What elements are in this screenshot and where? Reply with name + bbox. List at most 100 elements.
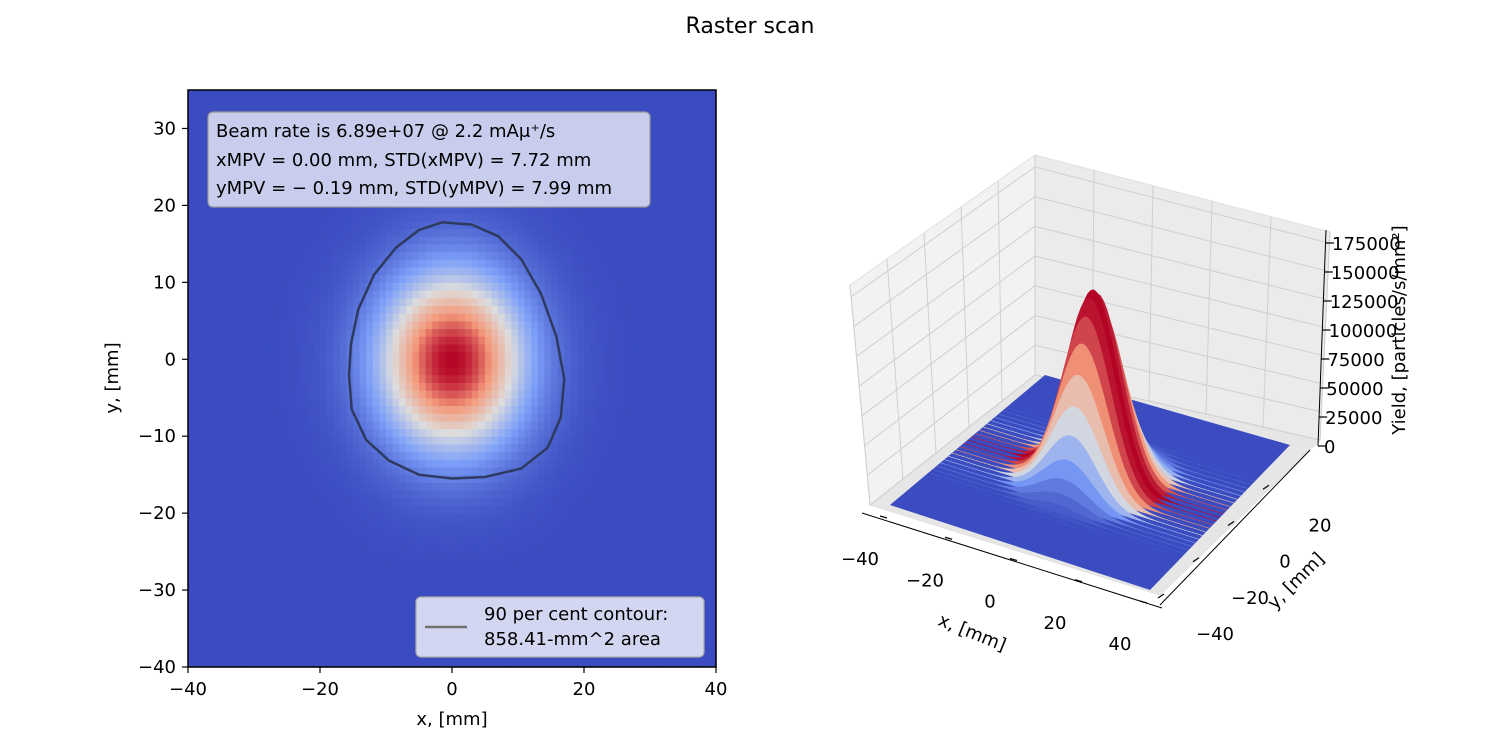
heatmap-cell [405, 336, 413, 345]
heatmap-cell [425, 366, 433, 376]
heatmap-cell [313, 290, 321, 299]
heatmap-cell [300, 497, 308, 507]
heatmap-cell [524, 320, 532, 330]
heatmap-cell [194, 328, 202, 337]
heatmap-cell [531, 451, 539, 460]
heatmap-cell [478, 305, 486, 314]
heatmap-cell [313, 405, 321, 414]
heatmap-cell [240, 474, 248, 483]
heatmap-cell [518, 336, 526, 345]
heatmap-cell [504, 536, 512, 545]
heatmap-cell [590, 336, 598, 345]
heatmap-cell [313, 651, 321, 660]
heatmap-cell [577, 290, 585, 299]
heatmap-cell [702, 513, 710, 522]
heatmap-cell [504, 482, 512, 491]
heatmap-cell [207, 620, 215, 630]
heatmap-cell [379, 205, 387, 214]
heatmap-cell [234, 559, 242, 568]
heatmap-cell [531, 390, 539, 399]
heatmap-cell [234, 228, 242, 237]
heatmap-cell [610, 428, 618, 437]
heatmap-cell [313, 605, 321, 614]
heatmap-cell [683, 436, 691, 445]
heatmap-cell [346, 536, 354, 545]
heatmap-cell [452, 582, 460, 591]
heatmap-cell [702, 536, 710, 545]
heatmap-cell [194, 597, 202, 607]
heatmap-cell [346, 482, 354, 491]
heatmap-cell [346, 590, 354, 599]
heatmap-cell [643, 228, 651, 237]
heatmap-cell [524, 213, 532, 222]
heatmap-cell [471, 343, 479, 353]
heatmap-cell [207, 397, 215, 407]
heatmap-cell [458, 659, 466, 668]
heatmap-cell [663, 513, 671, 522]
heatmap-cell [326, 605, 334, 614]
heatmap-cell [438, 543, 446, 553]
heatmap-cell [273, 213, 281, 222]
heatmap-cell [577, 328, 585, 337]
heatmap-cell [359, 290, 367, 299]
heatmap-cell [557, 582, 565, 591]
heatmap-cell [280, 243, 288, 253]
heatmap-cell [531, 405, 539, 414]
heatmap-cell [709, 543, 717, 553]
heatmap-cell [273, 651, 281, 660]
heatmap-cell [247, 382, 255, 391]
heatmap-cell [214, 274, 222, 283]
heatmap-cell [320, 259, 328, 268]
heatmap-cell [300, 428, 308, 437]
heatmap-cell [577, 520, 585, 530]
heatmap-cell [584, 420, 592, 430]
heatmap-cell [617, 482, 625, 491]
heatmap-cell [240, 651, 248, 660]
heatmap-cell [696, 505, 704, 514]
heatmap-cell [696, 543, 704, 553]
heatmap-cell [702, 382, 710, 391]
heatmap-cell [432, 451, 440, 460]
heatmap-cell [597, 497, 605, 507]
heatmap-cell [280, 451, 288, 460]
heatmap-cell [570, 228, 578, 237]
heatmap-cell [346, 436, 354, 445]
heatmap-cell [689, 243, 697, 253]
heatmap-cell [702, 520, 710, 530]
heatmap-cell [412, 405, 420, 414]
heatmap-cell [590, 428, 598, 437]
heatmap-cell [570, 543, 578, 553]
heatmap-cell [425, 513, 433, 522]
heatmap-cell [537, 590, 545, 599]
heatmap-cell [326, 413, 334, 422]
heatmap-cell [260, 659, 268, 668]
heatmap-cell [379, 282, 387, 291]
heatmap-cell [590, 490, 598, 499]
heatmap-cell [273, 582, 281, 591]
heatmap-cell [491, 543, 499, 553]
heatmap-cell [386, 597, 394, 607]
heatmap-cell [597, 413, 605, 422]
heatmap-cell [465, 559, 473, 568]
heatmap-cell [346, 443, 354, 453]
heatmap-cell [485, 336, 493, 345]
heatmap-cell [544, 497, 552, 507]
heatmap-cell [590, 443, 598, 453]
heatmap-cell [650, 290, 658, 299]
heatmap-cell [524, 366, 532, 376]
heatmap-cell [425, 351, 433, 360]
heatmap-cell [458, 205, 466, 214]
heatmap-cell [630, 505, 638, 514]
heatmap-cell [683, 520, 691, 530]
heatmap-cell [379, 497, 387, 507]
heatmap-cell [478, 443, 486, 453]
heatmap-cell [471, 543, 479, 553]
heatmap-cell [676, 343, 684, 353]
heatmap-cell [518, 497, 526, 507]
heatmap-cell [353, 328, 361, 337]
heatmap-cell [346, 413, 354, 422]
heatmap-cell [273, 482, 281, 491]
heatmap-cell [452, 397, 460, 407]
heatmap-cell [227, 536, 235, 545]
heatmap-cell [577, 405, 585, 414]
